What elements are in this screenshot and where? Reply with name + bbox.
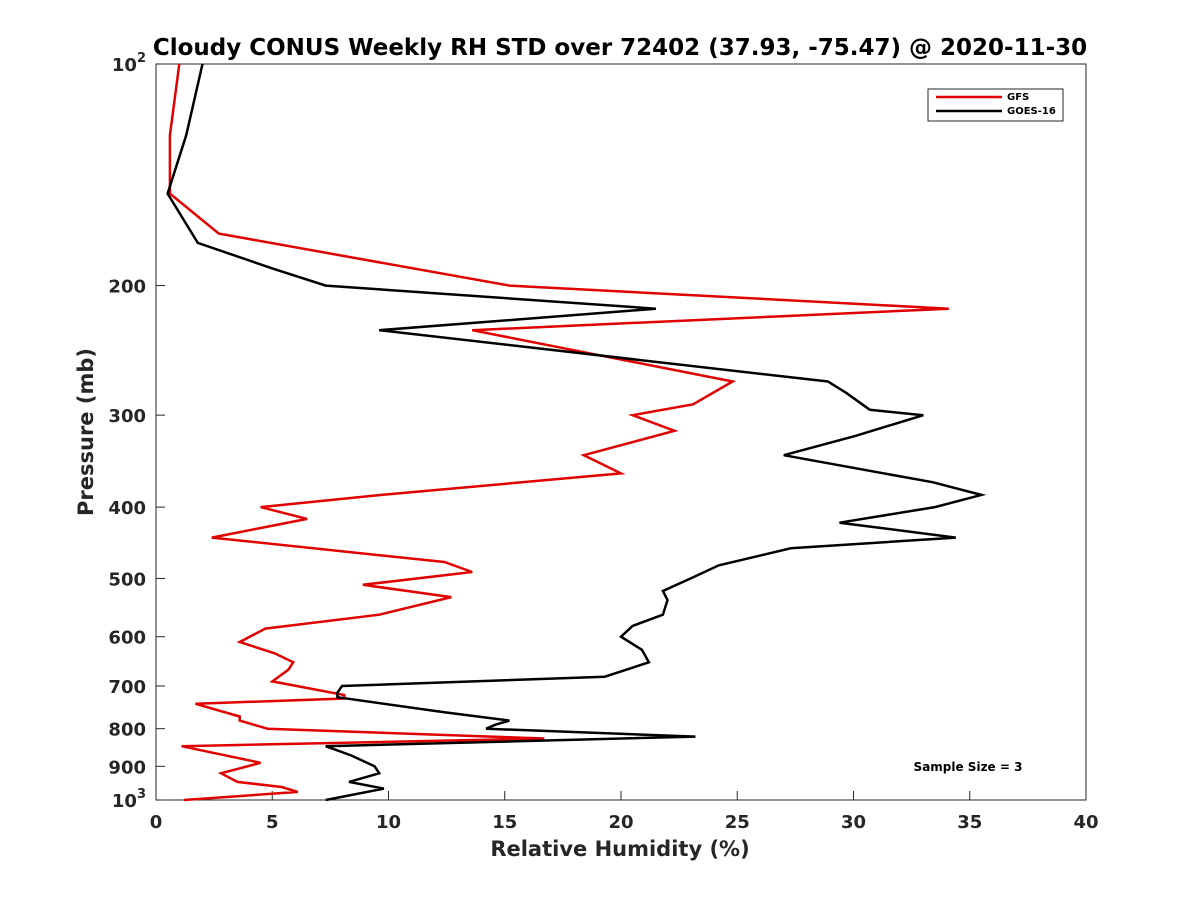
x-tick-label: 0 [150,812,163,833]
y-tick-label: 600 [108,628,146,649]
y-axis-label: Pressure (mb) [74,348,98,516]
series-line-gfs [168,63,949,802]
x-tick-label: 30 [841,812,866,833]
x-tick-label: 5 [266,812,279,833]
legend: GFS GOES-16 [927,88,1064,122]
x-tick-label: 10 [376,812,401,833]
y-tick-label: 900 [108,757,146,778]
y-tick-label: 700 [108,677,146,698]
x-tick-label: 20 [608,812,633,833]
x-tick-label: 25 [725,812,750,833]
series-line-goes16 [166,63,987,802]
y-tick-exponent: 3 [137,787,146,802]
x-tick-label: 40 [1073,812,1098,833]
x-ticks: 0 5 10 15 20 25 30 35 40 [150,791,1099,833]
x-tick-label: 35 [957,812,982,833]
y-tick-label: 400 [108,498,146,519]
legend-label-goes16: GOES-16 [1007,106,1056,117]
y-tick-label: 500 [108,569,146,590]
x-tick-label: 15 [492,812,517,833]
legend-box [927,88,1064,122]
y-tick-label: 200 [108,277,146,298]
y-tick-label: 800 [108,720,146,741]
chart-title: Cloudy CONUS Weekly RH STD over 72402 (3… [153,35,1087,61]
y-tick-exponent: 2 [137,51,146,66]
series-layer [166,63,987,802]
sample-size-annotation: Sample Size = 3 [914,760,1023,774]
y-tick-label: 102 [112,51,146,76]
x-axis-label: Relative Humidity (%) [490,837,749,861]
axes: 0 5 10 15 20 25 30 35 40 10220030040050060070080… [108,51,1098,833]
y-tick-base: 10 [112,55,137,76]
y-tick-label: 300 [108,406,146,427]
y-tick-label: 103 [112,787,146,812]
legend-label-gfs: GFS [1007,92,1029,103]
y-tick-base: 10 [112,791,137,812]
